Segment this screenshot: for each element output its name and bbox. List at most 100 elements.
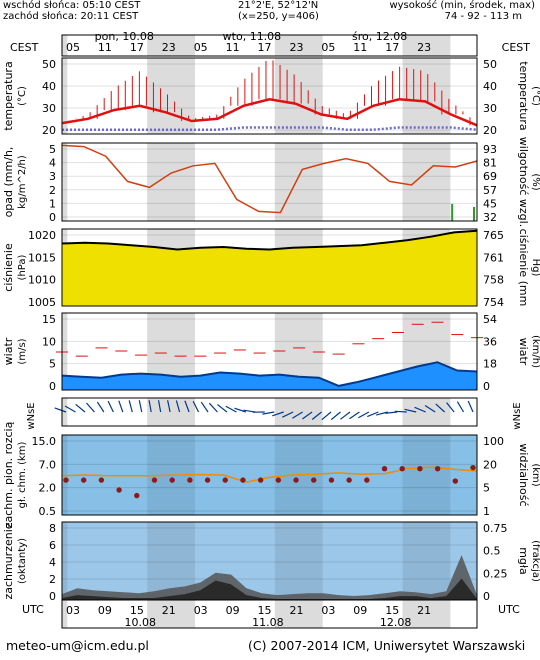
wind-barb <box>321 411 332 421</box>
right-axis-title: Hg) <box>530 259 540 277</box>
wind-speed-line <box>61 361 478 387</box>
left-tick-label: 15 <box>42 313 56 326</box>
time-tick-label: 21 <box>417 604 431 617</box>
time-tick-label: 03 <box>66 604 80 617</box>
time-axis-bottom-frame <box>61 599 478 629</box>
pressure-line <box>61 229 478 251</box>
time-tick-label: 23 <box>162 41 176 54</box>
time-zone-label: UTC <box>498 603 520 616</box>
wind-barb <box>217 404 228 413</box>
right-tick-label: 81 <box>483 157 497 170</box>
cloud-base-point <box>169 477 175 483</box>
pressure-area <box>62 230 477 306</box>
left-tick-label: 0.5 <box>39 505 57 518</box>
left-axis-title: temperatura <box>2 61 15 130</box>
left-tick-label: 20 <box>42 124 56 137</box>
wind-barb <box>86 402 95 413</box>
left-tick-label: 4 <box>49 556 56 569</box>
right-tick-label: 50 <box>483 58 497 71</box>
time-axis-top-frame <box>61 34 478 57</box>
time-tick-label: 09 <box>226 604 240 617</box>
cloud-base-point <box>417 465 423 472</box>
cloud-base-point <box>80 477 87 483</box>
time-tick-label: 09 <box>98 604 112 617</box>
cloud-base-point <box>134 492 140 499</box>
contact-email[interactable]: meteo-um@icm.edu.pl <box>6 638 149 653</box>
left-tick-label: 1010 <box>28 274 56 287</box>
right-axis-title: (%) <box>530 173 540 190</box>
wind-barb <box>292 411 303 419</box>
wind-barb <box>358 411 370 419</box>
wind-barb <box>208 402 218 413</box>
wind-barb <box>435 403 446 413</box>
right-axis-title: (frakcja) <box>530 540 540 582</box>
right-axis-title: temperatura <box>517 61 530 130</box>
coordinates-text: 21°2'E, 52°12'N <box>238 0 319 11</box>
right-axis-title: wiatr <box>517 338 530 366</box>
wind-barb <box>64 405 76 413</box>
sunset-text: zachód słońca: 20:11 CEST <box>3 11 139 22</box>
night-band <box>402 600 451 628</box>
cloud-cover-area <box>62 555 477 600</box>
sunrise-text: wschód słońca: 05:10 CEST <box>3 0 141 11</box>
cloud-base-point <box>204 477 211 483</box>
right-tick-label: 32 <box>483 211 497 224</box>
night-band <box>402 522 451 600</box>
right-tick-label: 0 <box>483 590 490 603</box>
time-tick-label: 11 <box>98 41 112 54</box>
cloud-base-point <box>98 477 105 483</box>
night-band <box>62 35 68 56</box>
panel-visibility-frame <box>61 434 478 516</box>
time-tick-label: 03 <box>321 604 335 617</box>
cloud-base-point <box>381 465 388 472</box>
panel-pressure-frame <box>61 228 478 307</box>
cloud-base-point <box>116 487 122 493</box>
cloud-cover-low-area <box>62 578 477 600</box>
left-axis-title: (oktanty) <box>17 538 28 584</box>
cloud-base-point <box>346 477 352 483</box>
direction-compass-label: wNsE <box>26 402 37 429</box>
night-band <box>62 143 68 221</box>
time-zone-label: UTC <box>22 603 44 616</box>
night-band <box>274 58 323 134</box>
temperature-line <box>61 98 478 127</box>
humidity-line <box>61 144 478 214</box>
left-tick-label: 1 <box>49 197 56 210</box>
right-tick-label: 36 <box>483 335 497 348</box>
right-tick-label: 0.75 <box>483 522 508 535</box>
wind-barb <box>385 411 398 414</box>
night-band <box>402 143 451 221</box>
right-tick-label: 0.25 <box>483 567 508 580</box>
height-values: 74 - 92 - 113 m <box>444 11 522 22</box>
night-band <box>147 600 196 628</box>
left-tick-label: 10 <box>42 335 56 348</box>
wind-barb <box>456 401 465 413</box>
right-tick-label: 1 <box>483 505 490 518</box>
left-tick-label: 40 <box>42 80 56 93</box>
day-label: 12.08 <box>380 616 412 629</box>
wind-barb <box>184 400 190 413</box>
time-zone-label: CEST <box>10 41 39 54</box>
left-axis-title: zachm. pion. rozcią <box>2 421 15 528</box>
night-band <box>402 35 451 56</box>
wind-barb <box>138 400 143 413</box>
left-tick-label: 0 <box>49 590 56 603</box>
panel-wind-frame <box>61 312 478 391</box>
left-tick-label: 8 <box>49 522 56 535</box>
night-band <box>274 35 323 56</box>
night-band <box>62 600 68 628</box>
right-tick-label: 100 <box>483 435 504 448</box>
panel-cloud-bg <box>62 522 477 600</box>
time-tick-label: 23 <box>417 41 431 54</box>
visibility-line <box>61 466 478 483</box>
right-axis-title: wilgotność wzgl. <box>517 137 530 227</box>
wind-barb <box>225 405 237 413</box>
wind-barb <box>75 403 86 413</box>
time-tick-label: 05 <box>66 41 80 54</box>
wind-barb <box>376 411 388 416</box>
dew-point-line <box>62 126 478 131</box>
panel-visibility-bg <box>62 435 477 515</box>
time-tick-label: 15 <box>130 604 144 617</box>
height-label: wysokość (min, środek, max) <box>389 0 535 11</box>
time-zone-label: CEST <box>502 41 531 54</box>
